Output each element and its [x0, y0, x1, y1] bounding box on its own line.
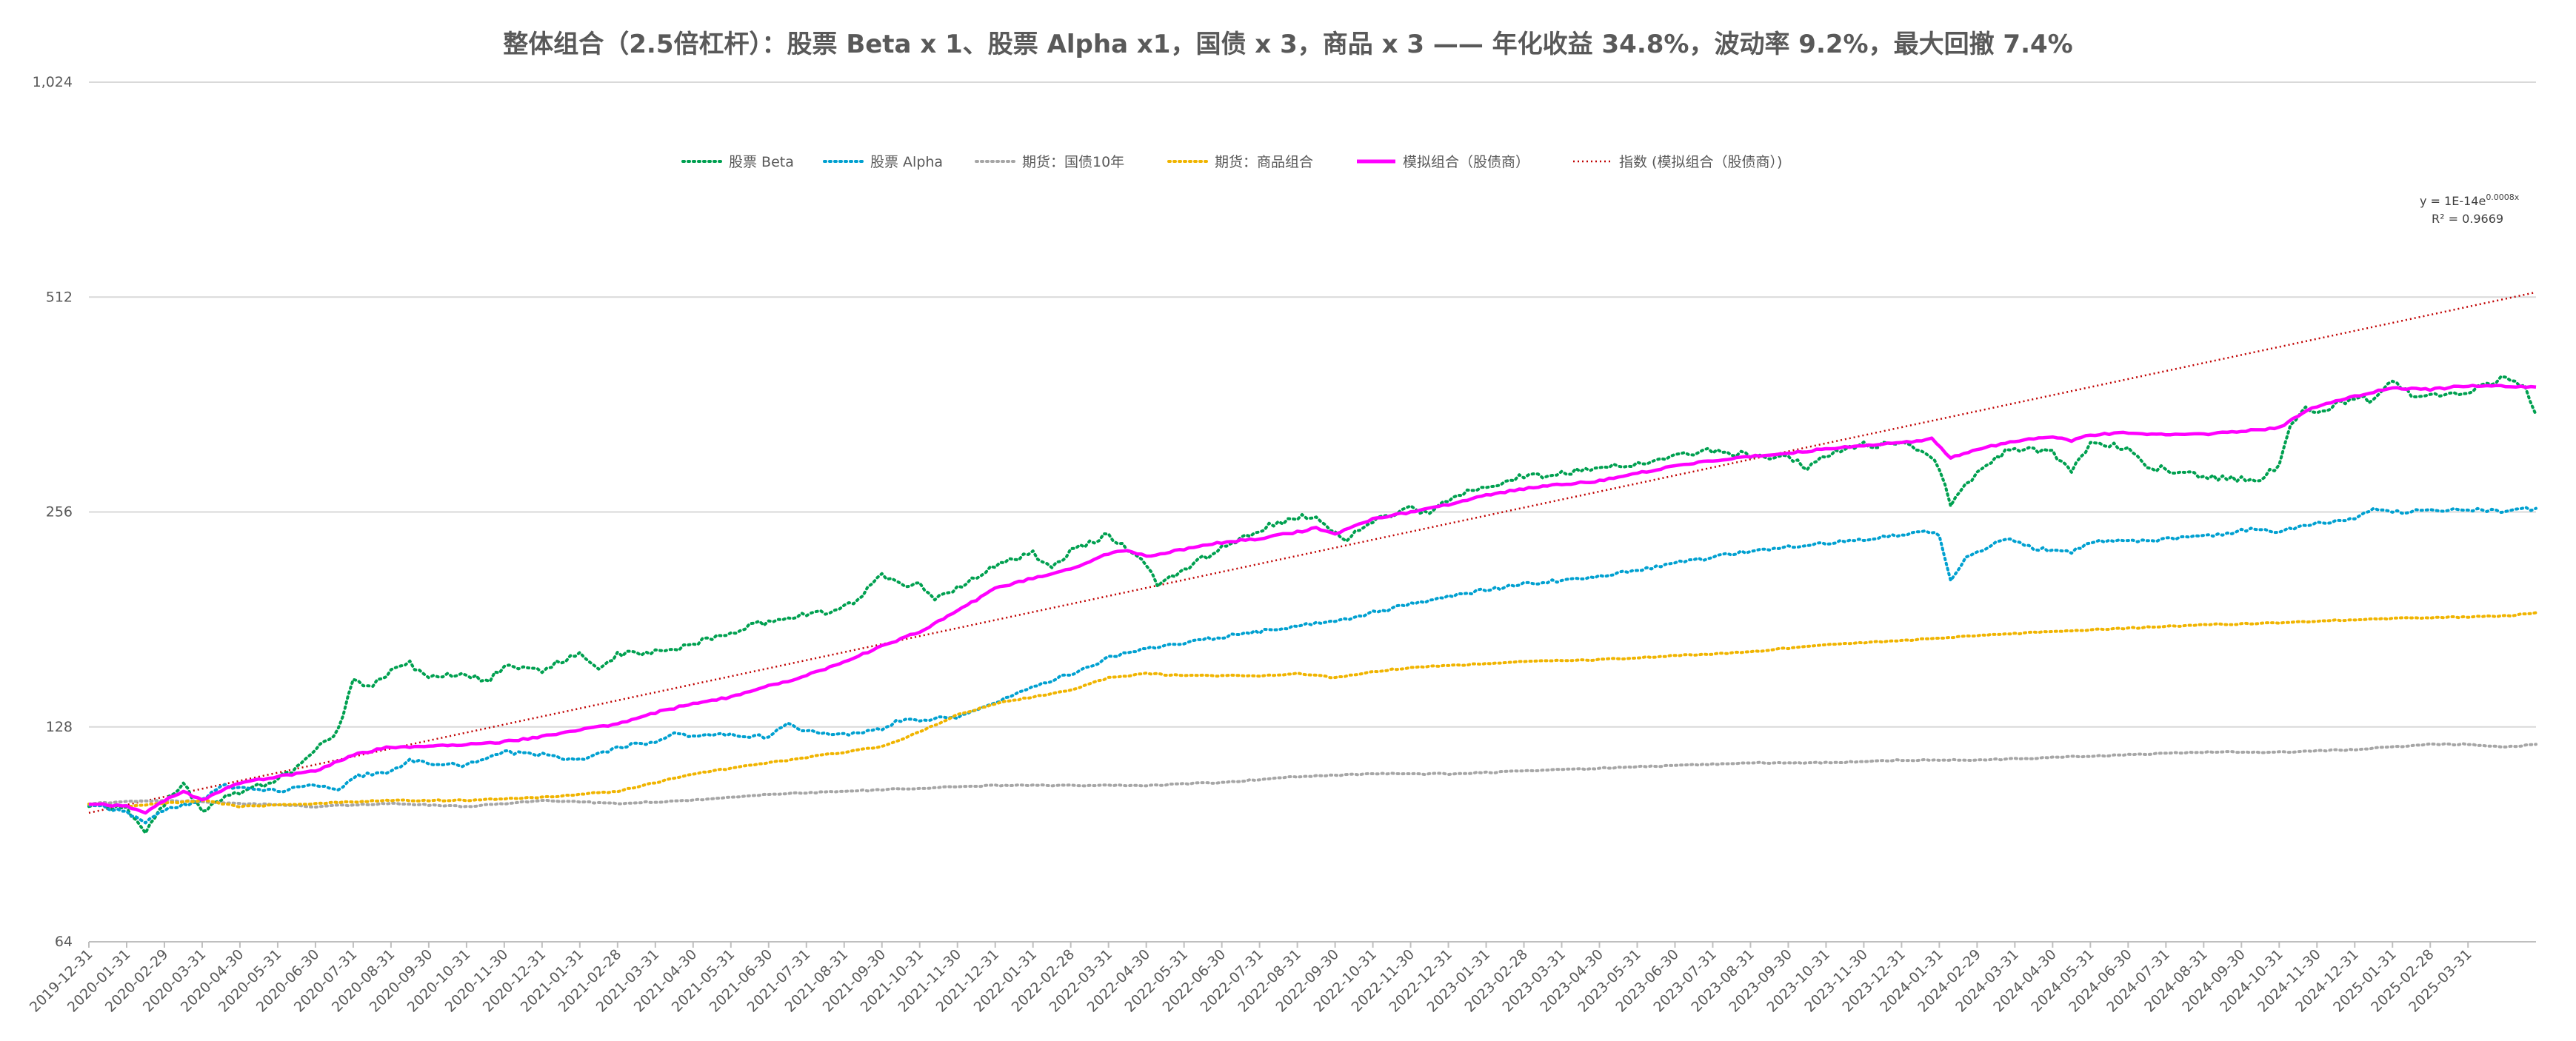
x-axis: 2019-12-312020-01-312020-02-292020-03-31… [27, 942, 2475, 1016]
trendline-equation: y = 1E-14e0.0008x R² = 0.9669 [2420, 193, 2520, 226]
legend-label: 指数 (模拟组合（股债商）) [1619, 154, 1782, 170]
series-line [87, 742, 2537, 809]
legend-label: 期货：商品组合 [1215, 154, 1313, 170]
y-tick-label: 1,024 [33, 74, 73, 90]
y-axis: 64 128 256 512 1,024 [33, 74, 73, 950]
legend: 股票 Beta 股票 Alpha 期货：国债10年 期货：商品组合 模拟组合（股债商） 指… [681, 154, 1782, 170]
gridlines [89, 81, 2536, 943]
y-tick-label: 512 [46, 289, 73, 305]
y-tick-label: 64 [55, 934, 73, 950]
series-line [87, 506, 2537, 825]
series-line [87, 611, 2537, 809]
y-tick-label: 128 [46, 719, 73, 735]
series-line [88, 384, 2537, 815]
trendline-equation-text: y = 1E-14e0.0008x [2420, 193, 2520, 208]
series-layer [87, 291, 2537, 835]
legend-label: 期货：国债10年 [1022, 154, 1124, 170]
y-tick-label: 256 [46, 504, 73, 520]
series-line [87, 375, 2537, 835]
legend-label: 模拟组合（股债商） [1403, 154, 1529, 170]
trendline-r2-text: R² = 0.9669 [2432, 212, 2503, 226]
trendline-equation-exponent: 0.0008x [2486, 193, 2519, 202]
chart-title: 整体组合（2.5倍杠杆）：股票 Beta x 1、股票 Alpha x1，国债 … [503, 30, 2072, 59]
trendline [88, 291, 2537, 814]
legend-label: 股票 Alpha [870, 154, 943, 170]
legend-label: 股票 Beta [729, 154, 794, 170]
